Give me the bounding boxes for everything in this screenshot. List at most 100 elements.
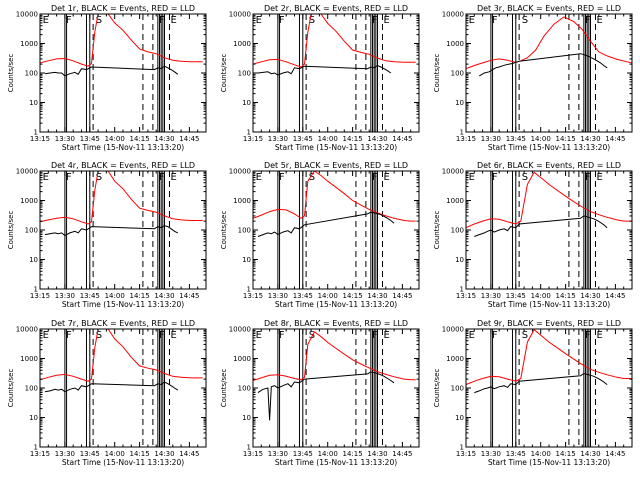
y-tick-label: 10 xyxy=(242,414,251,422)
lld-series-line xyxy=(40,171,203,225)
events-series-line xyxy=(44,225,179,237)
lld-series-line xyxy=(466,171,632,229)
y-tick-label: 1 xyxy=(34,129,38,137)
y-tick-label: 10 xyxy=(29,256,38,264)
marker-label: F xyxy=(372,330,378,341)
x-tick-label: 14:00 xyxy=(105,292,125,300)
x-tick-label: 14:45 xyxy=(605,450,625,458)
events-series-line xyxy=(44,65,179,77)
y-tick-label: 100 xyxy=(238,70,251,78)
x-tick-label: 14:15 xyxy=(130,135,150,143)
marker-label: F xyxy=(372,15,378,26)
x-tick-label: 13:15 xyxy=(30,135,50,143)
panel-data xyxy=(466,329,632,394)
x-tick-label: 13:45 xyxy=(506,450,526,458)
y-axis-label: Counts/sec xyxy=(433,369,441,408)
marker-label: S xyxy=(522,172,528,183)
y-tick-label: 1000 xyxy=(446,355,464,363)
panel-data xyxy=(40,14,203,77)
marker-label: E xyxy=(596,172,602,183)
x-tick-label: 14:45 xyxy=(179,450,199,458)
x-tick-label: 13:15 xyxy=(30,292,50,300)
x-tick-label: 14:30 xyxy=(580,292,600,300)
marker-label: E xyxy=(383,330,389,341)
events-series-line xyxy=(257,64,392,76)
x-tick-label: 14:45 xyxy=(392,292,412,300)
x-tick-label: 14:15 xyxy=(130,292,150,300)
marker-label: E xyxy=(43,330,49,341)
panel-title: Det 8r, BLACK = Events, RED = LLD xyxy=(264,319,408,328)
y-tick-label: 1000 xyxy=(233,40,251,48)
panel-title: Det 2r, BLACK = Events, RED = LLD xyxy=(264,4,408,13)
x-tick-label: 14:30 xyxy=(367,450,387,458)
x-axis-label: Start Time (15-Nov-11 13:13:20) xyxy=(488,458,610,467)
marker-label: S xyxy=(96,15,102,26)
marker-label: S xyxy=(309,15,315,26)
marker-label: S xyxy=(309,172,315,183)
y-axis-label: Counts/sec xyxy=(433,211,441,250)
panel-title: Det 7r, BLACK = Events, RED = LLD xyxy=(51,319,195,328)
x-tick-label: 13:30 xyxy=(55,292,75,300)
x-tick-label: 14:15 xyxy=(130,450,150,458)
marker-label: E xyxy=(383,172,389,183)
y-tick-label: 10000 xyxy=(442,326,464,334)
x-tick-label: 13:15 xyxy=(456,292,476,300)
marker-label: F xyxy=(66,330,72,341)
x-tick-label: 13:15 xyxy=(456,135,476,143)
y-tick-label: 1 xyxy=(460,286,464,294)
panel-data xyxy=(253,14,416,76)
marker-label: S xyxy=(96,330,102,341)
marker-label: E xyxy=(170,330,176,341)
x-tick-label: 14:00 xyxy=(531,450,551,458)
panel-title: Det 1r, BLACK = Events, RED = LLD xyxy=(51,4,195,13)
x-tick-label: 14:45 xyxy=(605,292,625,300)
y-tick-label: 10 xyxy=(242,256,251,264)
x-tick-label: 14:00 xyxy=(531,292,551,300)
y-axis-label: Counts/sec xyxy=(220,211,228,250)
x-tick-label: 13:15 xyxy=(30,450,50,458)
marker-label: F xyxy=(66,15,72,26)
marker-label: E xyxy=(43,172,49,183)
y-axis-label: Counts/sec xyxy=(7,211,15,250)
y-tick-label: 10 xyxy=(455,256,464,264)
x-tick-label: 13:30 xyxy=(268,292,288,300)
x-tick-label: 13:30 xyxy=(481,135,501,143)
x-tick-label: 14:15 xyxy=(343,450,363,458)
events-series-line xyxy=(44,381,179,393)
x-tick-label: 13:15 xyxy=(243,135,263,143)
y-tick-label: 1000 xyxy=(233,355,251,363)
x-tick-label: 13:15 xyxy=(243,292,263,300)
marker-label: E xyxy=(469,172,475,183)
lld-series-line xyxy=(466,16,632,70)
y-tick-label: 1000 xyxy=(446,40,464,48)
x-tick-label: 13:45 xyxy=(506,292,526,300)
x-tick-label: 14:00 xyxy=(105,135,125,143)
y-tick-label: 100 xyxy=(451,227,464,235)
y-axis-label: Counts/sec xyxy=(433,54,441,93)
y-tick-label: 10000 xyxy=(16,11,38,19)
y-tick-label: 10000 xyxy=(229,11,251,19)
y-tick-label: 100 xyxy=(25,70,38,78)
marker-label: F xyxy=(372,172,378,183)
marker-label: E xyxy=(256,15,262,26)
y-tick-label: 1 xyxy=(460,444,464,452)
marker-label: F xyxy=(279,15,285,26)
events-series-line xyxy=(257,371,395,421)
x-axis-label: Start Time (15-Nov-11 13:13:20) xyxy=(488,300,610,309)
panel-data xyxy=(253,171,416,237)
x-tick-label: 14:15 xyxy=(556,450,576,458)
x-tick-label: 14:30 xyxy=(580,450,600,458)
y-tick-label: 10000 xyxy=(229,168,251,176)
y-tick-label: 1 xyxy=(34,286,38,294)
x-tick-label: 14:30 xyxy=(367,135,387,143)
x-tick-label: 13:30 xyxy=(55,450,75,458)
x-tick-label: 13:45 xyxy=(80,292,100,300)
y-tick-label: 1 xyxy=(34,444,38,452)
x-tick-label: 13:45 xyxy=(80,450,100,458)
y-tick-label: 1 xyxy=(460,129,464,137)
